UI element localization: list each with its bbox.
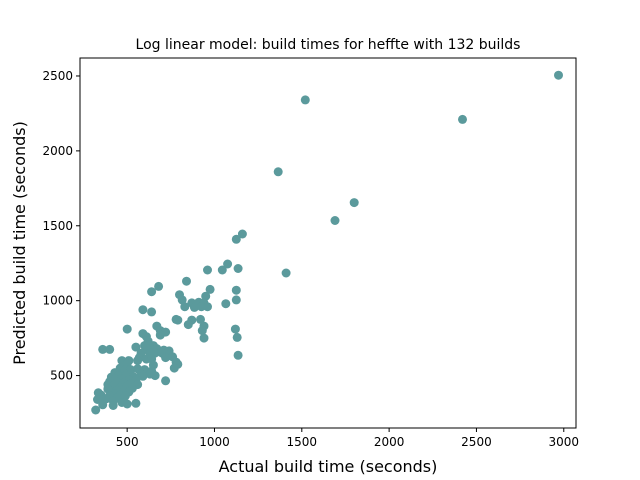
data-point <box>203 265 212 275</box>
data-point <box>122 324 132 334</box>
data-point <box>330 216 340 225</box>
data-point <box>131 342 141 352</box>
x-tick-label: 2000 <box>374 435 405 449</box>
data-point <box>147 307 157 317</box>
data-point <box>237 229 247 239</box>
data-point <box>120 391 130 401</box>
points-layer <box>91 70 563 415</box>
data-point <box>154 281 164 291</box>
data-point <box>232 332 242 342</box>
data-point <box>98 344 108 354</box>
x-tick-label: 2500 <box>461 435 492 449</box>
data-point <box>98 400 108 410</box>
data-point <box>147 287 157 297</box>
y-axis-label: Predicted build time (seconds) <box>10 121 29 365</box>
data-point <box>161 376 171 386</box>
data-point <box>231 295 241 305</box>
data-point <box>554 70 563 80</box>
data-point <box>183 320 193 330</box>
x-axis: 500 1000 1500 2000 2500 3000 <box>116 428 579 449</box>
data-point <box>230 324 240 334</box>
y-axis: 500 1000 1500 2000 2500 <box>42 69 80 383</box>
data-point <box>122 399 132 409</box>
data-point <box>300 95 310 105</box>
x-tick-label: 1500 <box>287 435 318 449</box>
y-tick-label: 1500 <box>42 219 73 233</box>
data-point <box>91 405 101 415</box>
data-point <box>203 302 212 312</box>
data-point <box>138 305 148 315</box>
data-point <box>138 371 148 381</box>
data-point <box>223 259 233 269</box>
data-point <box>161 353 171 363</box>
data-point <box>281 268 291 278</box>
data-point <box>171 314 181 324</box>
x-tick-label: 1000 <box>199 435 230 449</box>
y-tick-label: 1000 <box>42 294 73 308</box>
data-point <box>231 234 241 244</box>
data-point <box>205 284 215 294</box>
x-tick-label: 3000 <box>549 435 580 449</box>
data-point <box>221 299 231 309</box>
data-point <box>458 114 467 124</box>
data-point <box>105 344 115 354</box>
data-point <box>169 363 179 373</box>
data-point <box>177 295 187 305</box>
data-point <box>231 285 241 295</box>
data-point <box>180 302 190 312</box>
data-point <box>150 371 160 381</box>
x-tick-label: 500 <box>116 435 139 449</box>
y-tick-label: 2500 <box>42 69 73 83</box>
plot-frame <box>79 57 577 429</box>
data-point <box>189 302 199 312</box>
data-point <box>196 314 205 324</box>
data-point <box>182 276 191 286</box>
data-point <box>108 401 118 410</box>
data-point <box>133 356 143 366</box>
data-point <box>197 326 207 336</box>
chart-title: Log linear model: build times for heffte… <box>136 37 521 53</box>
data-point <box>199 333 209 343</box>
data-point <box>233 264 243 273</box>
data-point <box>131 398 141 408</box>
data-point <box>217 265 227 275</box>
data-point <box>233 350 243 360</box>
y-tick-label: 500 <box>50 369 73 383</box>
data-point <box>349 198 359 208</box>
y-tick-label: 2000 <box>42 144 73 158</box>
data-point <box>273 167 283 177</box>
x-axis-label: Actual build time (seconds) <box>219 457 438 476</box>
data-point <box>155 330 165 340</box>
